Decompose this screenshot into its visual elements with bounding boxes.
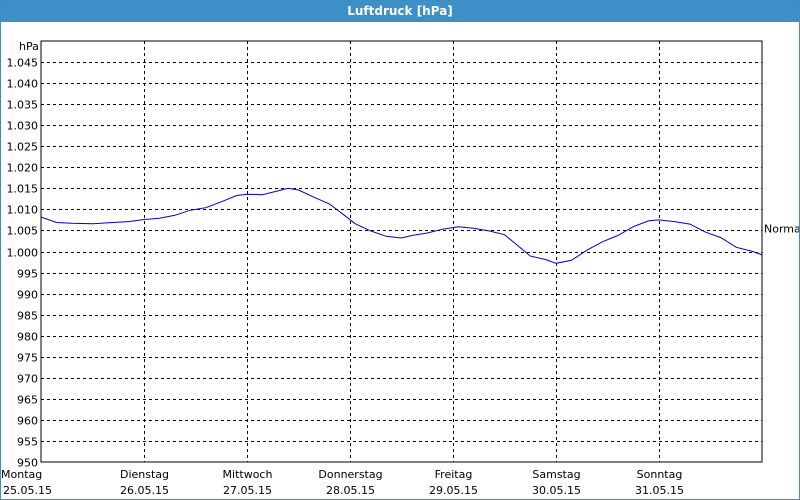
x-tick-date: 31.05.15 <box>635 484 684 497</box>
y-axis-label: hPa <box>19 40 39 53</box>
x-tick-date: 30.05.15 <box>532 484 581 497</box>
plot-frame <box>40 40 763 463</box>
y-tick-label: 955 <box>17 436 38 449</box>
pressure-chart: 950 955 960 965 970 975 980 985 990 995 1.000 1.005… <box>1 40 799 497</box>
x-tick-day: Sonntag <box>637 468 683 481</box>
y-tick-label: 965 <box>17 394 38 407</box>
x-tick-date: 28.05.15 <box>326 484 375 497</box>
y-tick-label: 1.005 <box>7 225 39 238</box>
x-tick-day: Montag <box>1 468 42 481</box>
x-tick-date: 25.05.15 <box>3 484 52 497</box>
y-tick-label: 960 <box>17 415 38 428</box>
y-tick-label: 975 <box>17 352 38 365</box>
x-tick-date: 26.05.15 <box>120 484 169 497</box>
y-tick-label: 1.025 <box>7 141 39 154</box>
y-tick-label: 1.015 <box>7 183 39 196</box>
y-tick-label: 950 <box>17 457 38 470</box>
y-tick-label: 1.045 <box>7 57 39 70</box>
series-layer <box>40 187 763 264</box>
y-tick-label: 1.010 <box>7 204 39 217</box>
grid-lines <box>41 41 762 462</box>
y-tick-label: 995 <box>17 268 38 281</box>
y-tick-label: 1.000 <box>7 247 39 260</box>
pressure-line <box>40 187 763 264</box>
y-tick-label: 1.020 <box>7 162 39 175</box>
y-tick-label: 990 <box>17 289 38 302</box>
x-axis-ticks: Montag 25.05.15 Dienstag 26.05.15 Mittwoch 27… <box>1 468 684 497</box>
y-tick-label: 1.035 <box>7 99 39 112</box>
x-tick-day: Dienstag <box>120 468 169 481</box>
y-tick-label: 1.030 <box>7 120 39 133</box>
window-title: Luftdruck [hPa] <box>1 1 799 22</box>
y-tick-label: 980 <box>17 331 38 344</box>
x-tick-day: Samstag <box>532 468 580 481</box>
x-tick-day: Donnerstag <box>318 468 382 481</box>
y-tick-label: 1.040 <box>7 78 39 91</box>
y-tick-label: 985 <box>17 310 38 323</box>
y-tick-label: 970 <box>17 373 38 386</box>
x-tick-date: 29.05.15 <box>429 484 478 497</box>
reference-label: Normal <box>764 222 799 235</box>
x-tick-day: Freitag <box>435 468 473 481</box>
x-tick-day: Mittwoch <box>223 468 273 481</box>
y-axis-ticks: 950 955 960 965 970 975 980 985 990 995 1.000 1.005… <box>7 57 39 470</box>
x-tick-date: 27.05.15 <box>223 484 272 497</box>
